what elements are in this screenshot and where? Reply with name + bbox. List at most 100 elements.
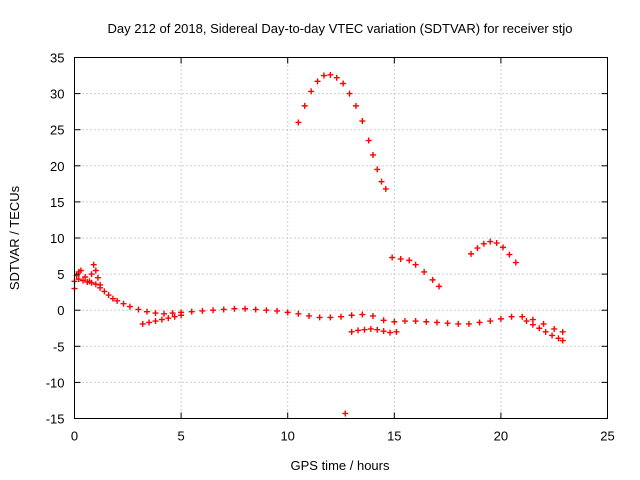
data-point	[210, 307, 217, 314]
x-tick-label: 10	[280, 429, 294, 444]
data-point	[359, 311, 366, 318]
grid-lines	[74, 57, 608, 419]
data-point	[465, 320, 472, 327]
data-point	[252, 306, 259, 313]
data-point	[487, 318, 494, 325]
data-point	[359, 118, 366, 125]
data-point	[327, 71, 334, 78]
data-point	[412, 318, 419, 325]
axis-ticks: 0 5 10 15 20 25 -15 -10 -5 0 5 10 15 20 25 30 35	[46, 51, 615, 444]
data-point	[436, 283, 443, 290]
data-point	[301, 102, 308, 109]
data-point	[308, 88, 315, 95]
data-point	[274, 307, 281, 314]
data-point	[295, 310, 302, 317]
data-point	[75, 276, 82, 283]
data-point	[295, 119, 302, 126]
data-point	[161, 310, 168, 317]
data-point	[152, 310, 159, 317]
data-point	[487, 238, 494, 245]
data-point	[101, 288, 108, 295]
y-tick-label: 15	[50, 195, 64, 210]
data-point	[444, 320, 451, 327]
data-point	[327, 314, 334, 321]
data-point	[559, 328, 566, 335]
data-point	[468, 250, 475, 257]
data-point	[231, 305, 238, 312]
data-point	[555, 335, 562, 342]
data-point	[109, 295, 116, 302]
data-point	[340, 80, 347, 87]
data-point	[497, 315, 504, 322]
data-point	[94, 274, 101, 281]
x-tick-label: 15	[387, 429, 401, 444]
data-point	[86, 278, 93, 285]
data-point	[88, 271, 95, 278]
data-point	[549, 332, 556, 339]
data-point	[389, 254, 396, 261]
data-point	[380, 328, 387, 335]
data-point	[378, 178, 385, 185]
data-point	[423, 318, 430, 325]
data-point	[242, 305, 249, 312]
data-point	[480, 240, 487, 247]
data-point	[165, 315, 172, 322]
y-tick-label: 5	[57, 267, 64, 282]
data-point	[82, 273, 89, 280]
data-point	[551, 325, 558, 332]
data-point	[369, 151, 376, 158]
data-point	[139, 320, 146, 327]
plot-frame	[74, 57, 608, 419]
data-point	[355, 327, 362, 334]
data-point	[406, 257, 413, 264]
data-point	[536, 325, 543, 332]
data-point	[506, 251, 513, 258]
data-point	[199, 307, 206, 314]
data-point	[512, 259, 519, 266]
data-point	[90, 261, 97, 268]
data-point	[146, 319, 153, 326]
y-tick-label: 0	[57, 303, 64, 318]
data-point	[559, 337, 566, 344]
data-point	[374, 166, 381, 173]
data-point	[519, 313, 526, 320]
data-point	[352, 102, 359, 109]
data-point	[500, 244, 507, 251]
data-point	[523, 318, 530, 325]
data-point	[284, 309, 291, 316]
y-tick-label: 35	[50, 51, 64, 66]
x-tick-label: 0	[71, 429, 78, 444]
data-point	[158, 316, 165, 323]
data-point	[92, 281, 99, 288]
x-axis-label: GPS time / hours	[291, 458, 390, 473]
y-axis-label: SDTVAR / TECUs	[7, 185, 22, 290]
data-point	[529, 321, 536, 328]
data-point	[126, 303, 133, 310]
data-point	[169, 310, 176, 317]
x-tick-label: 20	[494, 429, 508, 444]
data-point	[114, 297, 121, 304]
data-point	[338, 313, 344, 320]
data-point	[367, 325, 374, 332]
y-tick-label: -5	[53, 339, 65, 354]
data-point	[314, 78, 321, 85]
data-point	[348, 312, 355, 319]
data-point	[542, 328, 549, 335]
x-tick-label: 25	[600, 429, 614, 444]
data-point	[171, 313, 178, 320]
data-point	[346, 90, 353, 97]
data-point	[152, 318, 159, 325]
data-point	[508, 313, 515, 320]
data-point	[476, 319, 483, 326]
data-point	[220, 306, 227, 313]
data-point	[387, 329, 394, 336]
y-tick-label: -15	[46, 412, 65, 427]
data-point	[143, 308, 150, 315]
data-point	[178, 312, 185, 319]
x-tick-label: 5	[177, 429, 184, 444]
y-tick-label: 20	[50, 159, 64, 174]
data-point	[92, 267, 99, 274]
chart-title: Day 212 of 2018, Sidereal Day-to-day VTE…	[107, 21, 572, 36]
y-tick-label: 25	[50, 123, 64, 138]
